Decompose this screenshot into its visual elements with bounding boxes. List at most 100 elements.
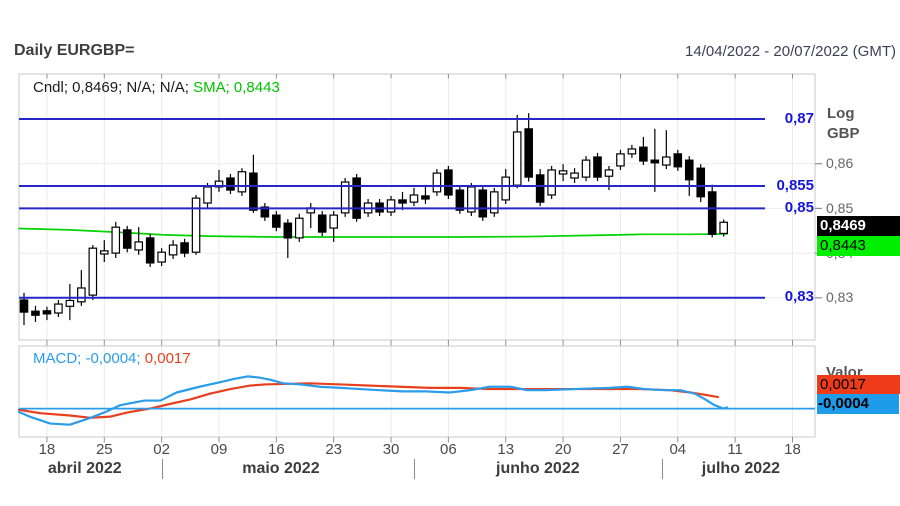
- y-tick-label: 0,85: [826, 199, 854, 216]
- candle-legend-values: Cndl; 0,8469; N/A; N/A;: [33, 79, 194, 96]
- candle-down: [650, 159, 660, 164]
- x-tick-label: 25: [95, 441, 113, 458]
- candle-down: [684, 159, 694, 181]
- y-axis-title-line1: Log: [827, 105, 855, 122]
- sma-value-badge: 0,8443: [817, 236, 900, 256]
- candle-up: [237, 171, 247, 193]
- sma-legend-values: SMA; 0,8443: [193, 79, 280, 96]
- hline-price-label[interactable]: 0,83: [784, 288, 814, 306]
- macd-signal-line: [17, 382, 720, 419]
- price-panel-legend[interactable]: Cndl; 0,8469; N/A; N/A; SMA; 0,8443: [33, 79, 280, 96]
- month-separator: [661, 459, 664, 479]
- candle-up: [134, 241, 144, 251]
- hline-price-label[interactable]: 0,85: [784, 198, 814, 216]
- candle-down: [31, 310, 40, 316]
- candle-up: [77, 287, 86, 303]
- x-tick-label: 30: [382, 441, 400, 458]
- candle-up: [294, 217, 304, 239]
- y-axis-title-line2: GBP: [827, 125, 860, 142]
- candle-up: [501, 176, 511, 201]
- x-tick-label: 20: [554, 441, 572, 458]
- candle-down: [226, 177, 235, 191]
- candle-down: [478, 189, 488, 218]
- candle-up: [65, 299, 75, 307]
- x-tick-label: 02: [153, 441, 170, 458]
- y-tick-label: 0,83: [826, 289, 854, 306]
- candle-up: [88, 247, 98, 296]
- x-tick-label: 27: [612, 441, 629, 458]
- price-panel-border: [18, 73, 816, 341]
- candle-down: [707, 191, 717, 235]
- x-tick-label: 13: [497, 441, 515, 458]
- candle-up: [627, 148, 637, 155]
- month-separator: [161, 459, 164, 479]
- candle-down: [421, 195, 430, 200]
- candle-up: [616, 153, 625, 167]
- candle-up: [340, 181, 350, 214]
- candle-down: [260, 206, 270, 218]
- candle-up: [157, 251, 166, 263]
- hline-price-label[interactable]: 0,87: [784, 109, 814, 127]
- price-plot-surface[interactable]: [19, 74, 815, 340]
- candle-down: [524, 128, 533, 178]
- candle-up: [409, 194, 419, 203]
- x-tick-label: 18: [38, 441, 56, 458]
- candle-down: [639, 146, 648, 162]
- last-price-badge: 0,8469: [817, 216, 900, 236]
- macd-panel-legend[interactable]: MACD; -0,0004; 0,0017: [33, 350, 191, 367]
- month-label: junho 2022: [496, 460, 580, 477]
- candle-down: [696, 167, 706, 198]
- y-tick-label: 0,86: [826, 155, 854, 172]
- candle-down: [352, 177, 361, 219]
- chart-title: Daily EURGBP=: [14, 42, 135, 59]
- candle-down: [593, 156, 602, 178]
- candle-down: [249, 172, 258, 211]
- candle-down: [455, 189, 465, 211]
- hline-price-label[interactable]: 0,855: [776, 176, 814, 194]
- candle-down: [317, 214, 327, 233]
- candle-up: [203, 186, 212, 204]
- candle-down: [42, 310, 52, 315]
- signal-legend-values: 0,0017: [144, 350, 191, 367]
- macd-line: [17, 375, 729, 426]
- candle-up: [719, 221, 728, 235]
- candle-up: [662, 156, 671, 166]
- candle-down: [19, 299, 29, 313]
- candle-down: [272, 214, 281, 228]
- candle-up: [489, 191, 499, 214]
- date-range: 14/04/2022 - 20/07/2022 (GMT): [685, 43, 896, 60]
- y-axis-title: Log GBP: [827, 104, 860, 144]
- macd-panel-border: [18, 345, 816, 438]
- candle-down: [535, 174, 545, 203]
- x-tick-label: 09: [210, 441, 228, 458]
- candle-up: [329, 214, 338, 229]
- candle-down: [398, 199, 407, 204]
- candle-up: [111, 226, 121, 254]
- x-tick-label: 18: [784, 441, 801, 458]
- month-label: julho 2022: [701, 460, 780, 477]
- candle-down: [673, 153, 683, 168]
- macd-legend-values: MACD; -0,0004;: [33, 350, 145, 367]
- x-tick-label: 04: [669, 441, 687, 458]
- x-tick-label: 23: [325, 441, 343, 458]
- candle-down: [444, 169, 453, 196]
- candle-up: [168, 244, 178, 256]
- candle-up: [570, 172, 579, 179]
- candle-up: [99, 250, 109, 255]
- candle-up: [54, 303, 63, 314]
- candle-down: [122, 229, 132, 249]
- candle-down: [283, 222, 293, 239]
- x-tick-label: 16: [267, 441, 285, 458]
- macd-value-badge: -0,0004: [817, 394, 899, 414]
- candle-up: [604, 169, 614, 177]
- macd-signal-badge: 0,0017: [817, 375, 900, 394]
- x-tick-label: 11: [727, 441, 743, 458]
- candle-up: [581, 159, 591, 178]
- x-tick-label: 06: [440, 441, 457, 458]
- month-separator: [413, 459, 416, 479]
- candle-up: [547, 169, 556, 196]
- candle-up: [512, 131, 522, 186]
- candle-up: [558, 170, 568, 175]
